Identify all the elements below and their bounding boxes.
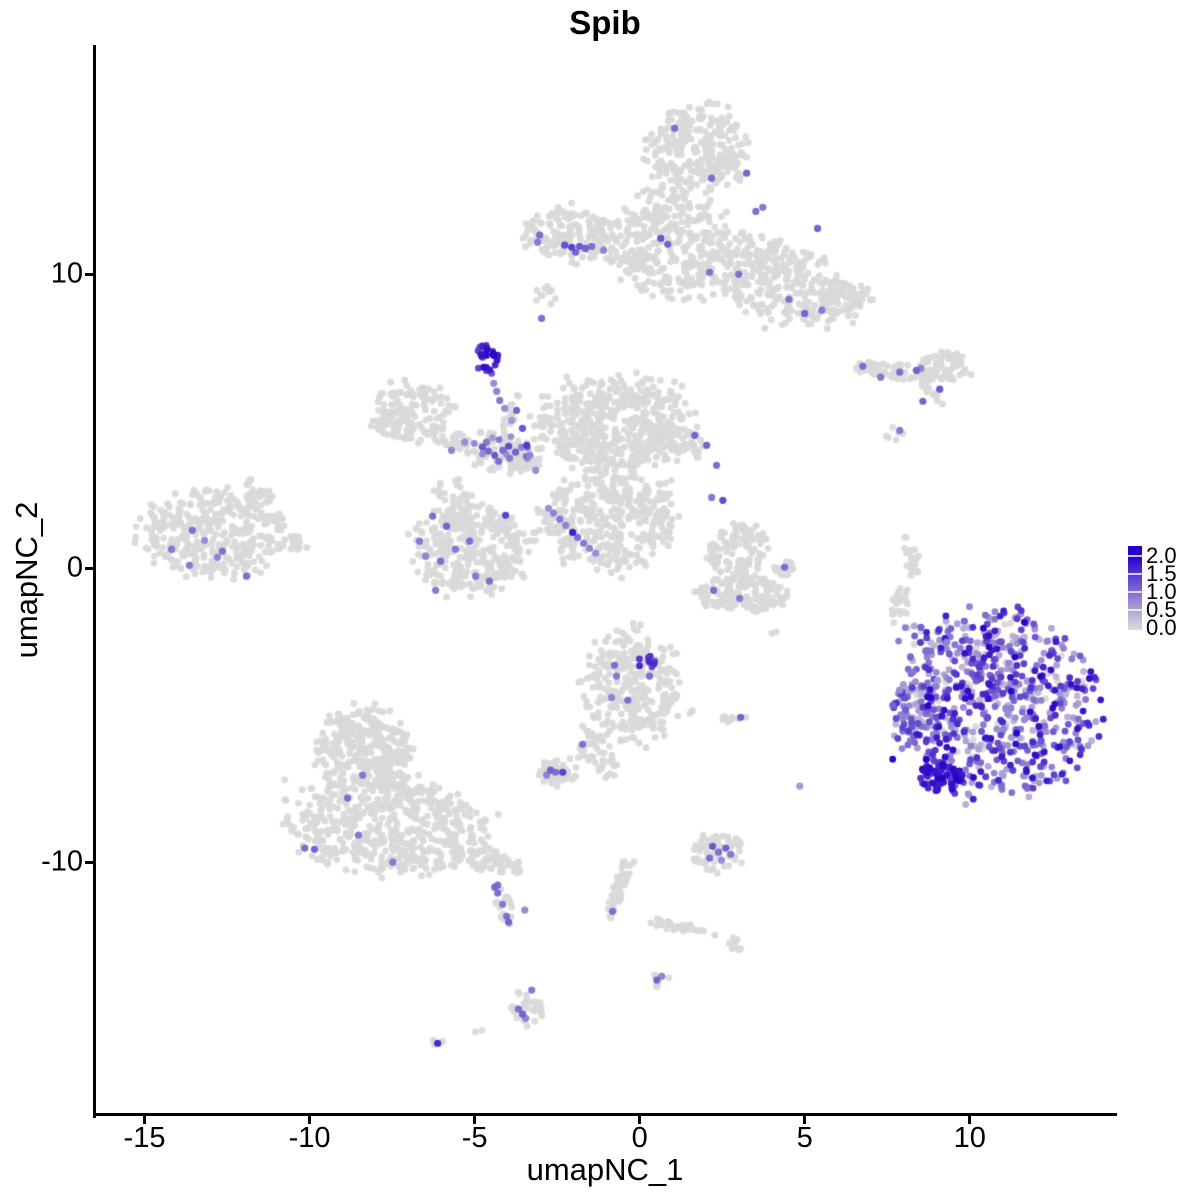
y-axis-line [93, 45, 96, 1118]
colorbar-tick-label: 2.0 [1146, 543, 1177, 568]
x-tick-label: -10 [288, 1122, 331, 1154]
x-axis-title: umapNC_1 [526, 1152, 684, 1187]
y-tick-mark [85, 272, 93, 276]
colorbar-tick-mark [1128, 609, 1142, 611]
x-tick-mark [638, 1116, 642, 1124]
colorbar-tick-mark [1128, 591, 1142, 593]
plot-title: Spib [569, 4, 641, 41]
colorbar-gradient [1128, 546, 1142, 630]
y-tick-mark [85, 860, 93, 864]
y-tick-label: 0 [66, 551, 83, 584]
x-tick-label: 10 [953, 1122, 986, 1154]
x-tick-mark [308, 1116, 312, 1124]
x-tick-label: -5 [461, 1122, 488, 1154]
y-tick-label: -10 [41, 845, 83, 878]
x-tick-mark [968, 1116, 972, 1124]
x-tick-label: -15 [123, 1122, 166, 1154]
y-axis-title: umapNC_2 [9, 501, 44, 659]
x-tick-mark [143, 1116, 146, 1124]
x-tick-mark [803, 1116, 807, 1124]
x-tick-label: 0 [631, 1122, 648, 1154]
colorbar-tick-label: 1.0 [1146, 579, 1177, 604]
x-tick-mark [473, 1116, 477, 1124]
colorbar-tick-label: 0.5 [1146, 597, 1177, 622]
y-tick-mark [85, 566, 93, 570]
x-axis-line [93, 1113, 1117, 1116]
colorbar-tick-mark [1128, 573, 1142, 575]
colorbar-tick-label: 0.0 [1146, 615, 1177, 640]
y-tick-label: 10 [50, 257, 83, 290]
x-tick-label: 5 [796, 1122, 813, 1154]
colorbar-tick-label: 1.5 [1146, 561, 1177, 586]
colorbar-tick-mark [1128, 555, 1142, 557]
